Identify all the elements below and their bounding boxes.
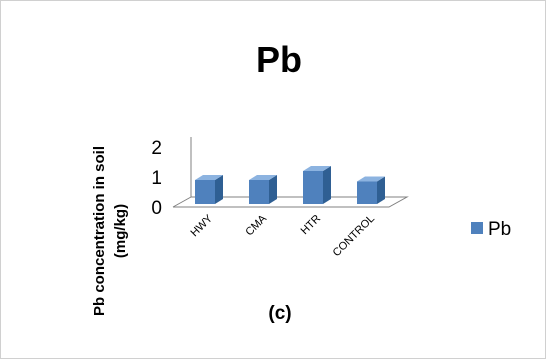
legend-swatch [471, 222, 483, 234]
chart-title: Pb [256, 39, 302, 80]
bar-htr [303, 166, 331, 204]
bar-control [357, 176, 385, 204]
chart-axes [172, 137, 409, 208]
legend-label: Pb [488, 219, 511, 240]
y-tick-label-0: 0 [151, 198, 162, 219]
bar-front [357, 181, 377, 204]
bar-side [323, 166, 331, 204]
bar-top [249, 175, 277, 180]
bar-front [195, 180, 215, 204]
bar-side [215, 175, 223, 204]
x-tick-label-3: CONTROL [331, 213, 378, 260]
x-tick-label-1: CMA [243, 212, 269, 238]
x-axis-floor [173, 196, 409, 208]
y-tick-labels: 0 1 2 [151, 138, 162, 219]
bar-top [357, 176, 385, 182]
bar-top [195, 175, 223, 180]
legend: Pb [471, 219, 511, 240]
bar-top [303, 166, 331, 171]
x-tick-label-2: HTR [299, 213, 324, 238]
y-axis-label-line2: (mg/kg) [112, 204, 129, 258]
x-tick-labels: HWY CMA HTR CONTROL [188, 212, 377, 259]
panel-annotation: (c) [268, 303, 291, 324]
y-axis-label-line1: Pb concentration in soil [91, 146, 108, 316]
y-tick-label-2: 2 [151, 138, 162, 159]
y-tick-label-1: 1 [151, 168, 162, 189]
bar-hwy [195, 175, 223, 204]
bar-side [269, 175, 277, 204]
bar-side [377, 176, 385, 204]
bar-front [303, 171, 323, 204]
floor-left-edge [172, 196, 192, 208]
x-tick-label-0: HWY [188, 212, 215, 239]
bar-cma [249, 175, 277, 204]
bar-front [249, 180, 269, 204]
chart-bars [195, 166, 385, 204]
y-axis-label-group: Pb concentration in soil (mg/kg) [91, 146, 129, 316]
